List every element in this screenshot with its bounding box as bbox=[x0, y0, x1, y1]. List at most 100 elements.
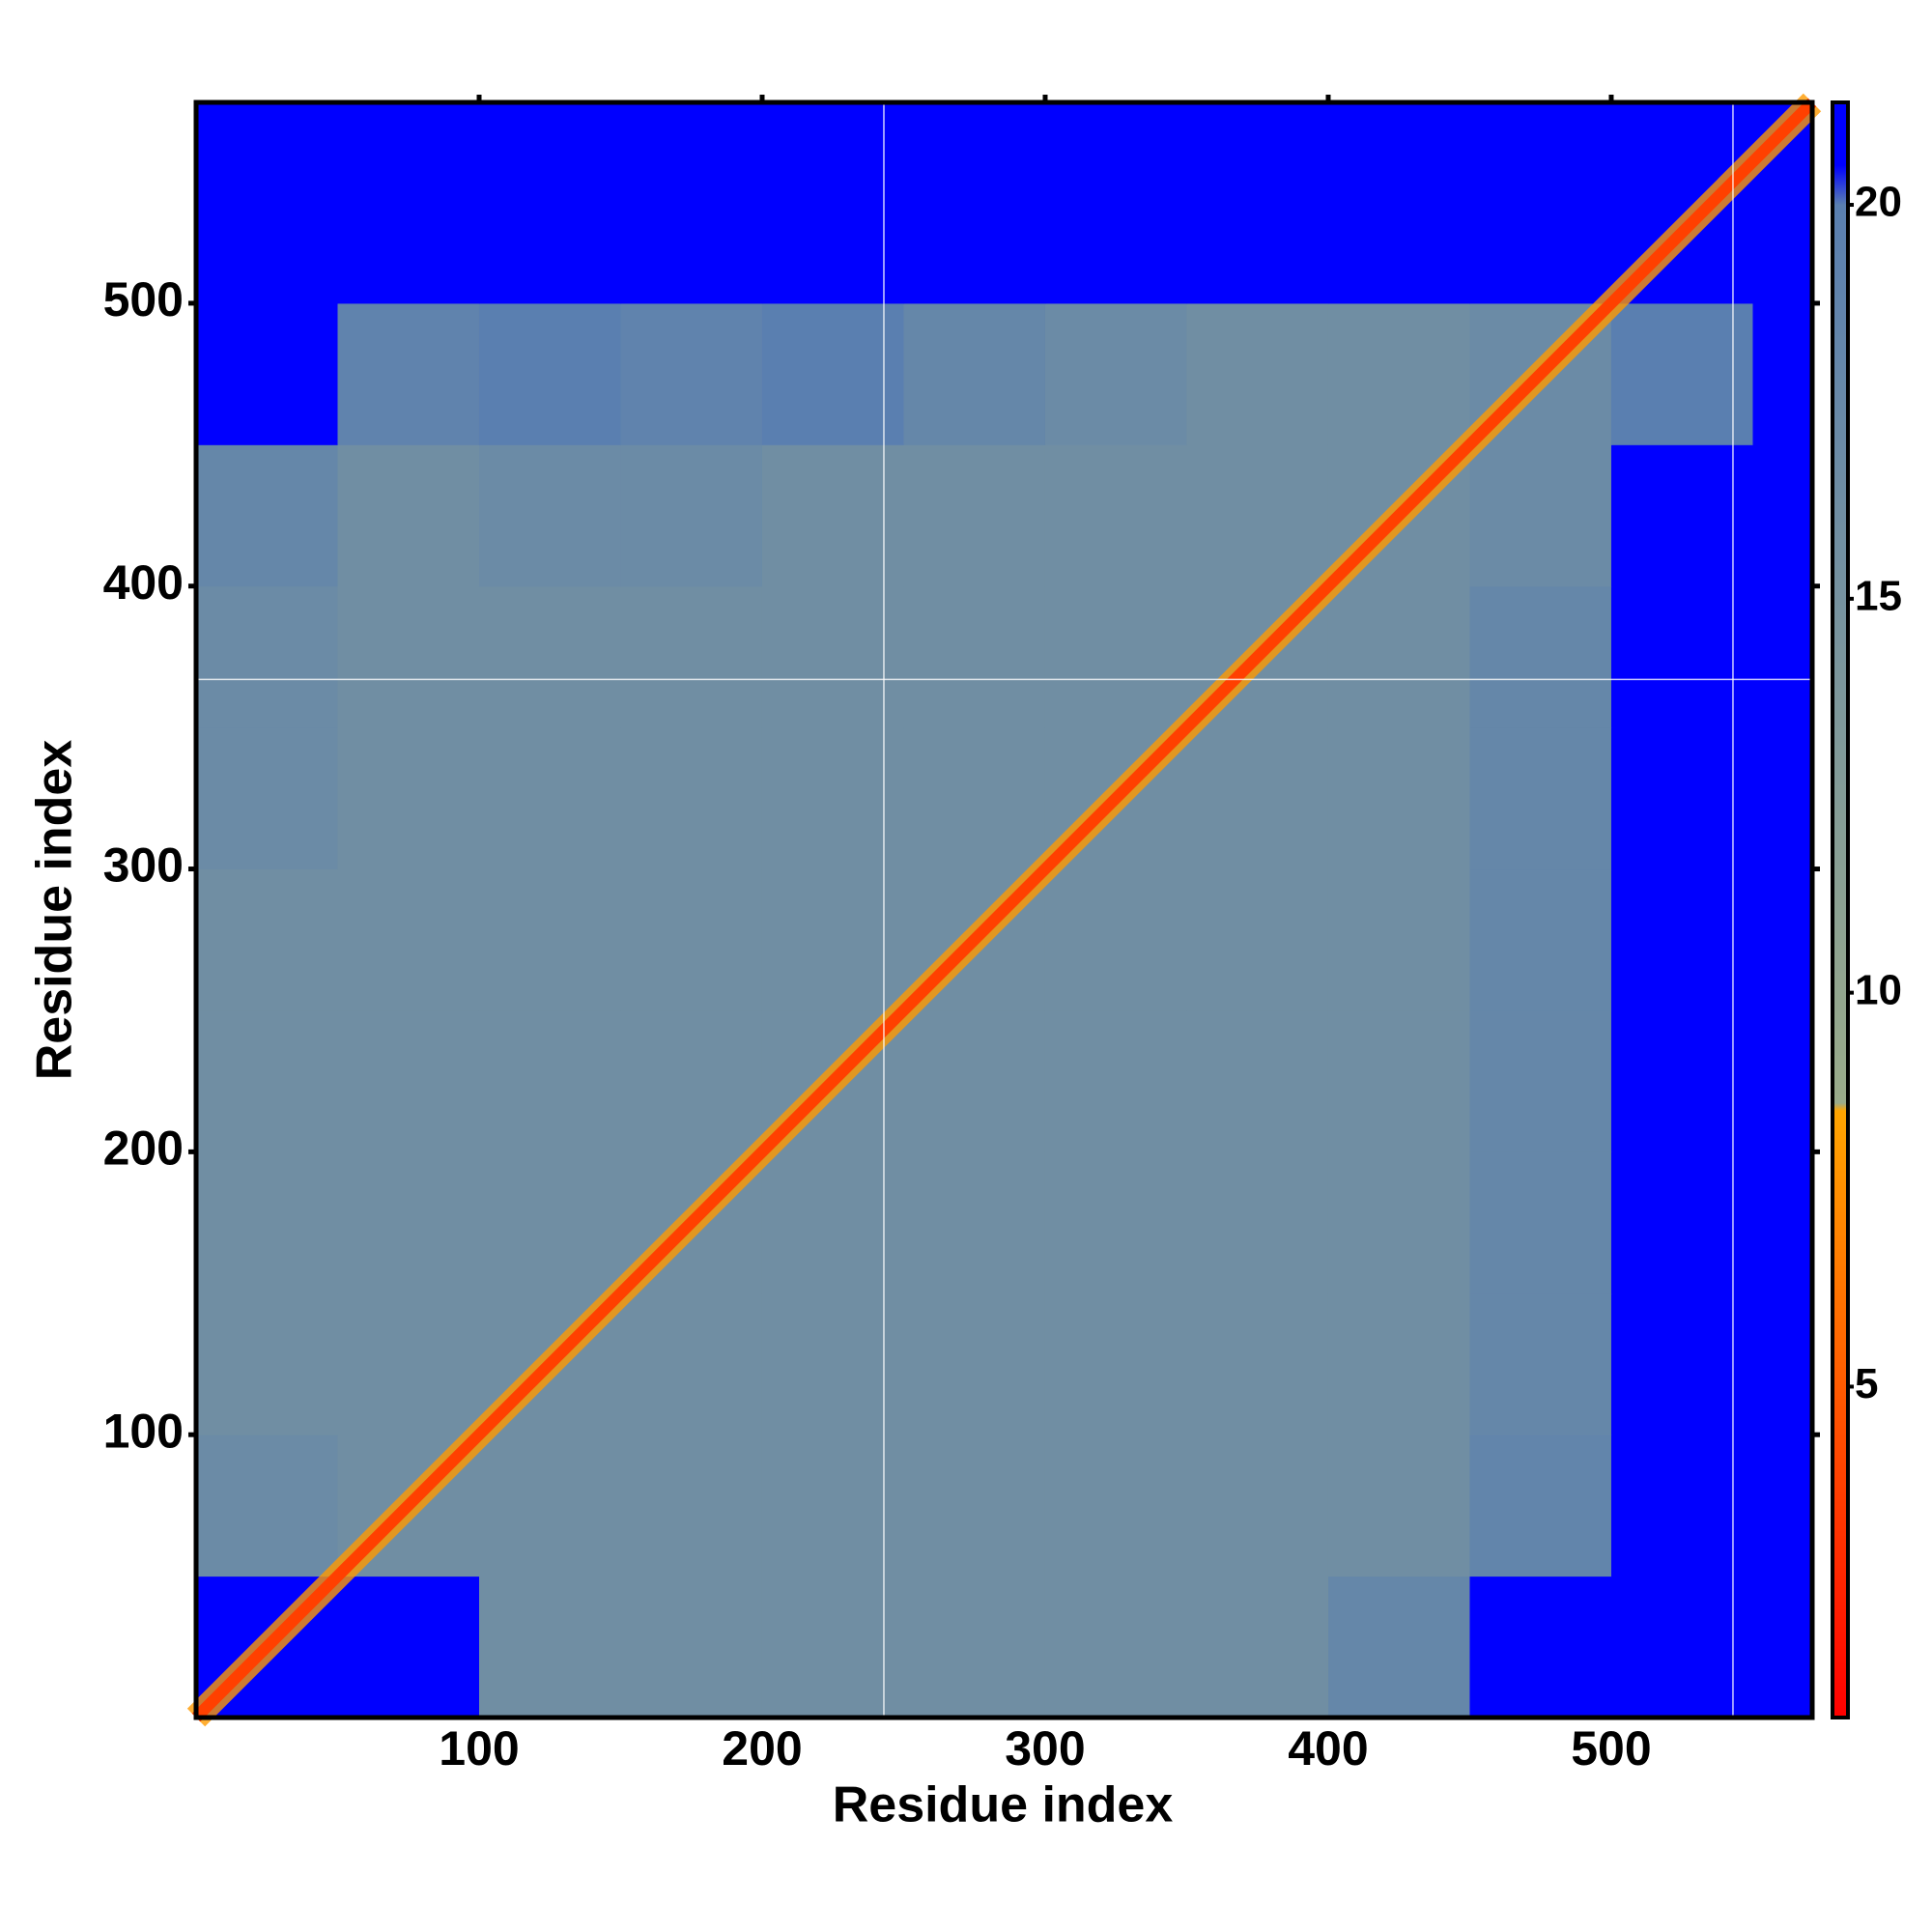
y-axis-title: Residue index bbox=[27, 740, 83, 1081]
heatmap-cell bbox=[761, 302, 904, 445]
heatmap-cell bbox=[478, 1435, 621, 1577]
heatmap-cell bbox=[196, 1435, 338, 1577]
plot-frame bbox=[193, 99, 1815, 1720]
heatmap-cell bbox=[478, 1151, 621, 1294]
heatmap-cell bbox=[1752, 1151, 1813, 1294]
heatmap-cell bbox=[478, 1009, 621, 1152]
colorbar-tick-label: 10 bbox=[1855, 966, 1902, 1013]
heatmap-cell bbox=[1752, 868, 1813, 1011]
heatmap-cell bbox=[1327, 1576, 1470, 1719]
heatmap-cell bbox=[1610, 1435, 1753, 1577]
y-tick-label: 500 bbox=[103, 272, 184, 327]
x-axis-title: Residue index bbox=[833, 1777, 1174, 1833]
heatmap-cell bbox=[1752, 302, 1813, 445]
heatmap-cell bbox=[1044, 1435, 1187, 1577]
heatmap-cell bbox=[1327, 585, 1470, 728]
heatmap-cell bbox=[1752, 1293, 1813, 1435]
heatmap-cell bbox=[761, 1576, 904, 1719]
heatmap-cell bbox=[903, 727, 1046, 870]
heatmap-cell bbox=[1610, 1293, 1753, 1435]
heatmap-cell bbox=[1186, 868, 1329, 1011]
heatmap-cell bbox=[1044, 1151, 1187, 1294]
colorbar-tick-label: 15 bbox=[1855, 572, 1902, 619]
heatmap-cell bbox=[1752, 585, 1813, 728]
heatmap-cell bbox=[1186, 102, 1329, 162]
heatmap-cell bbox=[1469, 585, 1612, 728]
heatmap-cell bbox=[1469, 727, 1612, 870]
heatmap-cell bbox=[1044, 102, 1187, 162]
heatmap-cell bbox=[1469, 868, 1612, 1011]
heatmap-cell bbox=[1044, 1576, 1187, 1719]
heatmap-cell bbox=[1044, 302, 1187, 445]
heatmap-cell bbox=[761, 102, 904, 162]
heatmap-cell bbox=[337, 302, 480, 445]
heatmap-cell bbox=[196, 868, 338, 1011]
heatmap-cell bbox=[1752, 444, 1813, 587]
heatmap-cell bbox=[1610, 1151, 1753, 1294]
heatmap-cell bbox=[903, 1435, 1046, 1577]
heatmap-cell bbox=[1186, 1435, 1329, 1577]
x-tick-label: 500 bbox=[1571, 1721, 1651, 1776]
heatmap-cell bbox=[337, 161, 480, 304]
heatmap-cell bbox=[1327, 102, 1470, 162]
heatmap-cell bbox=[903, 161, 1046, 304]
heatmap-cell bbox=[1469, 1293, 1612, 1435]
heatmap-cell bbox=[761, 868, 904, 1011]
heatmap-cell bbox=[1752, 727, 1813, 870]
heatmap-cell bbox=[1044, 444, 1187, 587]
heatmap-cell bbox=[337, 868, 480, 1011]
heatmap-cell bbox=[1469, 444, 1612, 587]
heatmap-cell bbox=[337, 444, 480, 587]
heatmap-cell bbox=[196, 1009, 338, 1152]
heatmap-cell bbox=[761, 1151, 904, 1294]
heatmap-cell bbox=[1327, 302, 1470, 445]
heatmap-cell bbox=[761, 444, 904, 587]
heatmap-cell bbox=[620, 302, 763, 445]
heatmap-cell bbox=[620, 444, 763, 587]
heatmap-cell bbox=[478, 585, 621, 728]
heatmap-cell bbox=[1610, 727, 1753, 870]
heatmap-cell bbox=[620, 161, 763, 304]
heatmap-cell bbox=[1610, 1009, 1753, 1152]
heatmap-cell bbox=[620, 1576, 763, 1719]
x-tick-label: 300 bbox=[1005, 1721, 1085, 1776]
heatmap-cell bbox=[761, 161, 904, 304]
heatmap-cell bbox=[1044, 868, 1187, 1011]
heatmap-cell bbox=[1186, 1293, 1329, 1435]
heatmap-cell bbox=[337, 1009, 480, 1152]
heatmap-cell bbox=[761, 1435, 904, 1577]
heatmap-cell bbox=[1610, 868, 1753, 1011]
heatmap-cell bbox=[1752, 1435, 1813, 1577]
heatmap-cell bbox=[1044, 1293, 1187, 1435]
heatmap-cell bbox=[620, 1293, 763, 1435]
heatmap-cell bbox=[337, 1293, 480, 1435]
y-tick-label: 300 bbox=[103, 838, 184, 893]
heatmap-cell bbox=[1327, 1293, 1470, 1435]
colorbar bbox=[1831, 100, 1850, 1719]
heatmap-cell bbox=[903, 1009, 1046, 1152]
heatmap-cell bbox=[1186, 444, 1329, 587]
heatmap-cell bbox=[1327, 1009, 1470, 1152]
heatmap-cell bbox=[1186, 1151, 1329, 1294]
heatmap-cell bbox=[478, 868, 621, 1011]
heatmap-cell bbox=[1610, 444, 1753, 587]
heatmap-cell bbox=[620, 585, 763, 728]
heatmap-cell bbox=[1469, 102, 1612, 162]
heatmap-cell bbox=[903, 1151, 1046, 1294]
heatmap-cell bbox=[337, 1576, 480, 1719]
heatmap-cell bbox=[1186, 1576, 1329, 1719]
heatmap-cell bbox=[1327, 1435, 1470, 1577]
heatmap-cell bbox=[478, 102, 621, 162]
heatmap-cell bbox=[478, 444, 621, 587]
diagonal bbox=[191, 98, 1817, 1722]
heatmap-cell bbox=[337, 585, 480, 728]
heatmap-cell bbox=[761, 1293, 904, 1435]
colorbar-tick-label: 20 bbox=[1855, 179, 1902, 226]
heatmap-cell bbox=[1752, 161, 1813, 304]
heatmap-cell bbox=[196, 1151, 338, 1294]
heatmap-cell bbox=[1044, 585, 1187, 728]
heatmap-cell bbox=[903, 302, 1046, 445]
heatmap-cell bbox=[478, 727, 621, 870]
heatmap-cell bbox=[196, 727, 338, 870]
heatmap-cell bbox=[1610, 102, 1753, 162]
